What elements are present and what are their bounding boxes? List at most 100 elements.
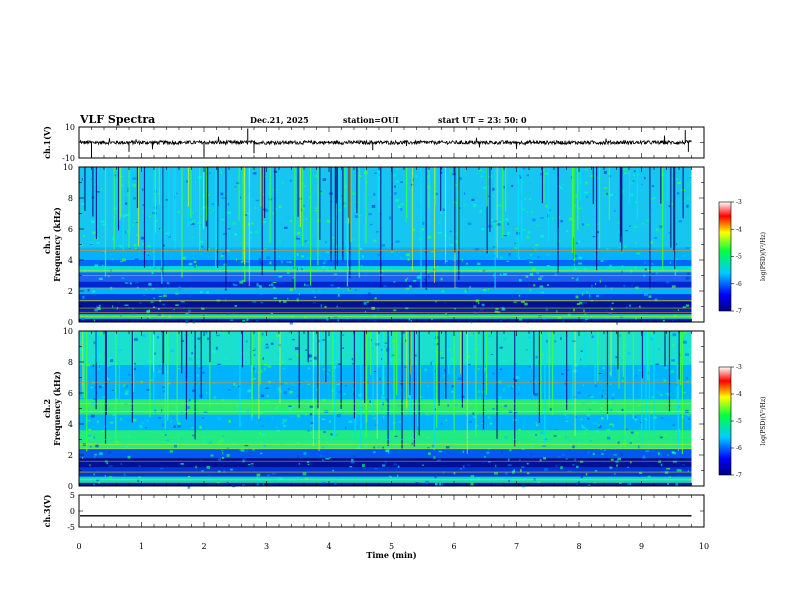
spectrogram-cell bbox=[124, 304, 129, 306]
spectrogram-cell bbox=[479, 210, 482, 213]
spectrogram-cell bbox=[503, 273, 507, 276]
spectrogram-cell bbox=[378, 177, 381, 180]
spectrogram-cell bbox=[430, 361, 432, 365]
spectrogram-cell bbox=[283, 295, 286, 297]
spectrogram-cell bbox=[546, 172, 549, 175]
spectrogram-cell bbox=[169, 450, 173, 453]
spectrogram-band bbox=[79, 294, 692, 302]
spectrogram-cell bbox=[682, 464, 685, 466]
spectrogram-cell bbox=[250, 276, 253, 279]
spectrogram-cell bbox=[217, 417, 221, 420]
x-tick-label: 4 bbox=[326, 542, 331, 551]
spectrogram-cell bbox=[283, 419, 287, 422]
spectrogram-cell bbox=[683, 255, 686, 257]
spectrogram-cell bbox=[435, 192, 438, 196]
spectrogram-cell bbox=[620, 190, 625, 193]
spectrogram-cell bbox=[250, 463, 254, 465]
spectrogram-cell bbox=[250, 237, 253, 239]
spectrogram-band bbox=[79, 414, 692, 431]
spectrogram-cell bbox=[529, 254, 532, 256]
spectrogram-cell bbox=[612, 424, 615, 428]
spectrogram-cell bbox=[328, 420, 331, 423]
spectrogram-cell bbox=[686, 197, 690, 200]
spectrogram-cell bbox=[389, 475, 391, 478]
spectrogram-cell bbox=[337, 365, 341, 368]
spectrogram-cell bbox=[554, 428, 558, 430]
spectrogram-cell bbox=[236, 182, 241, 184]
spectrogram-cell bbox=[657, 235, 660, 237]
spectrogram-cell bbox=[633, 281, 636, 285]
spectrogram-cell bbox=[351, 192, 356, 195]
spectrogram-cell bbox=[152, 306, 156, 309]
spectrogram-cell bbox=[262, 357, 264, 360]
spectrogram-cell bbox=[436, 265, 439, 268]
spectrogram-cell bbox=[443, 358, 446, 362]
spectrogram-cell bbox=[125, 344, 128, 348]
spectrogram-cell bbox=[442, 471, 445, 475]
spectrogram-cell bbox=[302, 265, 304, 269]
spectrogram-cell bbox=[564, 300, 566, 302]
spectrogram-cell bbox=[452, 259, 457, 261]
spectrogram-cell bbox=[234, 305, 237, 307]
spectrogram-cell bbox=[322, 481, 326, 484]
spectrogram-cell bbox=[431, 251, 434, 253]
spectrogram-cell bbox=[636, 252, 641, 255]
colorbar-tick-label: -4 bbox=[736, 226, 742, 233]
spectrogram-cell bbox=[277, 387, 280, 391]
spectrogram-cell bbox=[256, 476, 258, 479]
spectrogram-cell bbox=[609, 264, 612, 268]
spectrogram-cell bbox=[659, 334, 663, 337]
spectrogram-cell bbox=[638, 305, 641, 308]
spectrogram-cell bbox=[122, 214, 126, 218]
spectrogram-cell bbox=[689, 437, 692, 441]
spectrogram-cell bbox=[87, 288, 90, 292]
spectrogram-cell bbox=[687, 272, 690, 276]
spectrogram-cell bbox=[586, 223, 590, 226]
spectrogram-cell bbox=[602, 390, 604, 392]
spectrogram-band bbox=[79, 309, 692, 315]
spectrogram-cell bbox=[627, 466, 630, 468]
spectrogram-cell bbox=[223, 332, 227, 336]
spectrogram-cell bbox=[581, 292, 584, 296]
spectrogram-cell bbox=[168, 382, 171, 385]
spectrogram-cell bbox=[580, 433, 582, 436]
spectrogram-cell bbox=[671, 424, 676, 427]
spectrogram-cell bbox=[177, 368, 181, 370]
spectrogram-cell bbox=[115, 169, 119, 171]
spectrogram-cell bbox=[187, 405, 190, 409]
spectrogram-cell bbox=[335, 477, 338, 481]
spectrogram-cell bbox=[241, 449, 245, 452]
spectrogram-cell bbox=[480, 175, 484, 178]
spectrogram-cell bbox=[452, 172, 456, 176]
spectrogram-cell bbox=[131, 224, 135, 226]
spectrogram-cell bbox=[144, 427, 148, 429]
spectrogram-cell bbox=[263, 363, 268, 366]
spectrogram-cell bbox=[338, 410, 340, 412]
spectrogram-cell bbox=[435, 300, 437, 303]
spectrogram-cell bbox=[344, 426, 347, 430]
spectrogram-cell bbox=[637, 173, 640, 175]
spectrogram-cell bbox=[101, 430, 105, 433]
spectrogram-cell bbox=[334, 434, 339, 436]
spectrogram-cell bbox=[487, 251, 490, 254]
spectrogram-cell bbox=[478, 169, 482, 172]
spectrogram-cell bbox=[591, 284, 593, 288]
spectrogram-cell bbox=[157, 193, 160, 195]
spectrogram-cell bbox=[210, 212, 212, 214]
spectrogram-cell bbox=[338, 413, 343, 415]
spectrogram-cell bbox=[220, 255, 224, 258]
spectrogram-cell bbox=[267, 206, 270, 209]
spectrogram-cell bbox=[657, 391, 660, 394]
spectrogram-cell bbox=[124, 282, 129, 284]
spectrogram-cell bbox=[677, 405, 681, 409]
spectrogram-cell bbox=[615, 356, 619, 359]
spectrogram-cell bbox=[481, 228, 485, 230]
spectrogram-cell bbox=[586, 196, 588, 198]
spectrogram-cell bbox=[261, 332, 264, 336]
spectrogram-cell bbox=[659, 225, 664, 229]
spectrogram-cell bbox=[187, 476, 191, 478]
spectrogram-cell bbox=[678, 220, 683, 223]
spectrogram-cell bbox=[90, 386, 94, 389]
spectrogram-cell bbox=[155, 219, 158, 222]
